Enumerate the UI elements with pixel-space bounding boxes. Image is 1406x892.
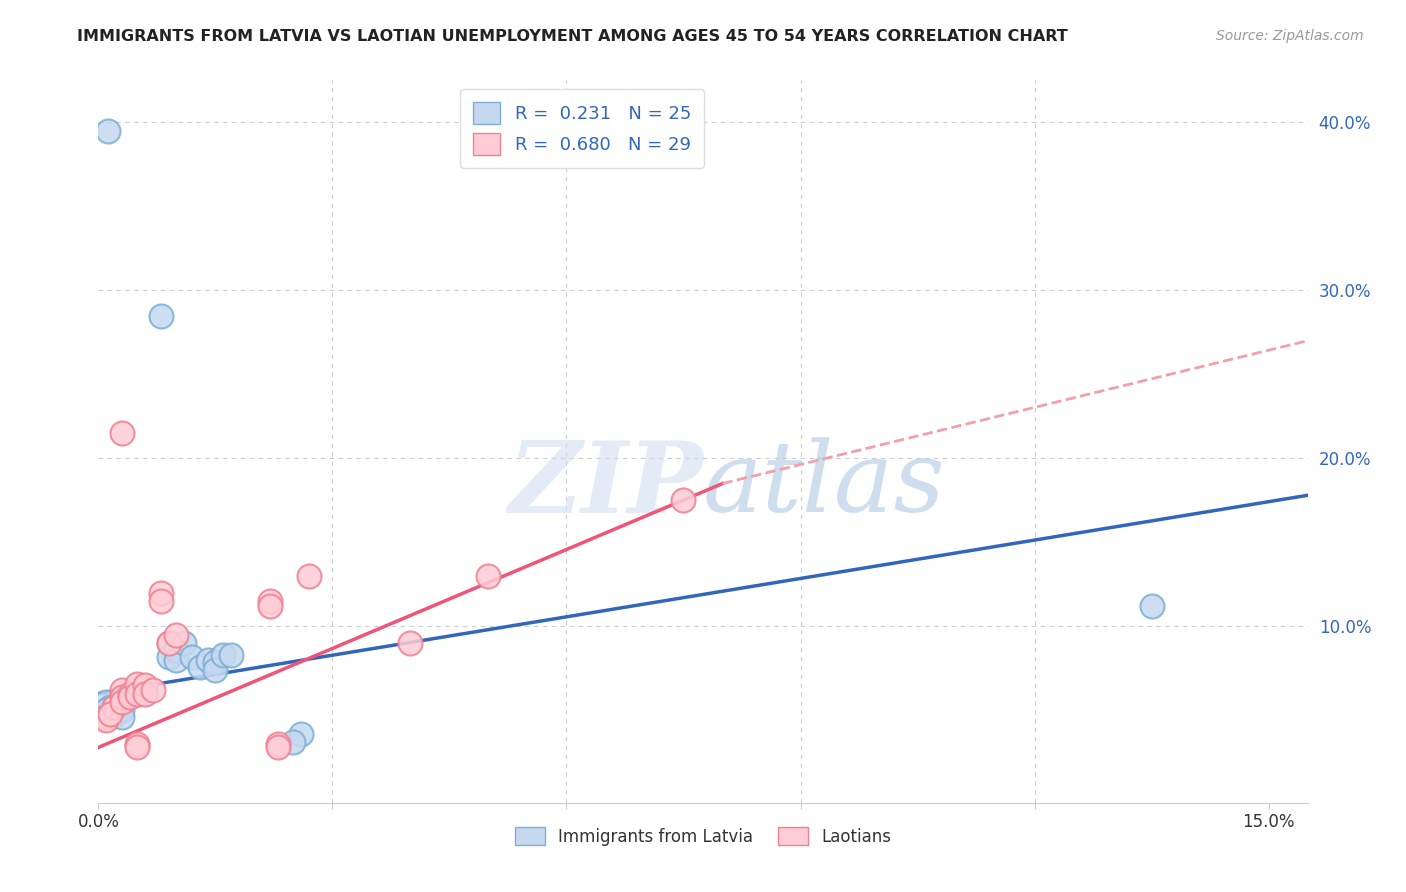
Point: [134, 678, 156, 692]
Point: [111, 710, 134, 724]
Point: [98, 706, 121, 721]
Point: [111, 683, 134, 698]
Legend: Immigrants from Latvia, Laotians: Immigrants from Latvia, Laotians: [508, 821, 898, 852]
Point: [219, 648, 242, 662]
Point: [173, 636, 195, 650]
Point: [165, 653, 187, 667]
Point: [157, 636, 180, 650]
Point: [104, 705, 127, 719]
Point: [259, 594, 281, 608]
Point: [204, 663, 226, 677]
Point: [181, 649, 204, 664]
Point: [118, 690, 141, 704]
Point: [197, 653, 219, 667]
Point: [127, 676, 149, 690]
Point: [96, 695, 118, 709]
Point: [477, 569, 499, 583]
Point: [111, 426, 134, 441]
Point: [267, 737, 290, 751]
Point: [127, 687, 149, 701]
Text: Source: ZipAtlas.com: Source: ZipAtlas.com: [1216, 29, 1364, 43]
Point: [98, 700, 121, 714]
Point: [672, 493, 695, 508]
Point: [290, 727, 312, 741]
Point: [259, 599, 281, 614]
Text: IMMIGRANTS FROM LATVIA VS LAOTIAN UNEMPLOYMENT AMONG AGES 45 TO 54 YEARS CORRELA: IMMIGRANTS FROM LATVIA VS LAOTIAN UNEMPL…: [77, 29, 1069, 44]
Point: [1140, 599, 1163, 614]
Point: [134, 687, 156, 701]
Point: [103, 708, 125, 723]
Point: [283, 735, 305, 749]
Point: [93, 710, 115, 724]
Point: [142, 683, 165, 698]
Point: [127, 737, 149, 751]
Text: ZIP: ZIP: [508, 437, 703, 533]
Point: [111, 690, 134, 704]
Point: [103, 700, 125, 714]
Point: [111, 695, 134, 709]
Point: [399, 636, 422, 650]
Point: [298, 569, 321, 583]
Point: [267, 740, 290, 755]
Point: [96, 703, 118, 717]
Point: [165, 628, 187, 642]
Point: [157, 649, 180, 664]
Point: [149, 586, 172, 600]
Point: [103, 700, 125, 714]
Point: [96, 714, 118, 728]
Point: [157, 636, 180, 650]
Point: [127, 740, 149, 755]
Point: [149, 594, 172, 608]
Point: [97, 124, 120, 138]
Text: atlas: atlas: [703, 437, 946, 533]
Point: [212, 648, 235, 662]
Point: [204, 655, 226, 669]
Point: [111, 703, 134, 717]
Point: [188, 659, 211, 673]
Point: [149, 309, 172, 323]
Point: [118, 687, 141, 701]
Point: [165, 643, 187, 657]
